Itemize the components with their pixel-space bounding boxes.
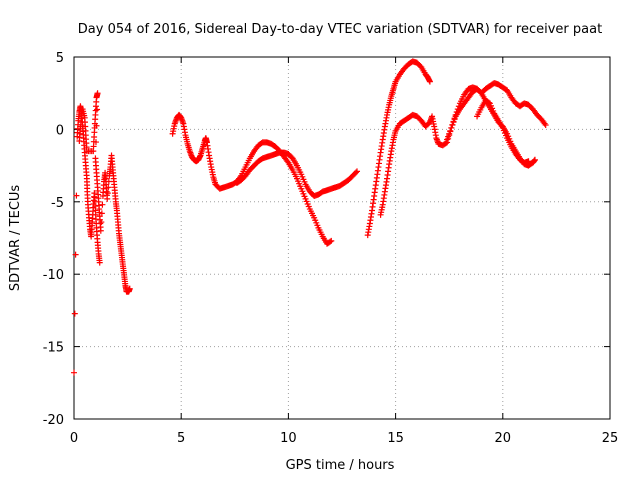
- y-tick-label: -15: [43, 341, 64, 356]
- data-point-interp: [73, 192, 80, 199]
- data-point: [542, 122, 549, 129]
- data-point: [525, 158, 532, 165]
- x-tick-label: 20: [495, 431, 512, 446]
- series-track-13.7-16.6h: [364, 58, 433, 239]
- data-point-interp: [446, 130, 453, 137]
- grid: [74, 57, 610, 419]
- data-point-interp: [449, 121, 456, 128]
- data-points: [71, 58, 549, 376]
- data-point: [452, 111, 459, 118]
- data-point: [71, 369, 77, 376]
- data-point: [126, 285, 133, 292]
- data-point: [96, 259, 103, 266]
- tick-labels: 0 5 10 15 20 25 -20 -15 -10 -5 0 5: [43, 51, 619, 446]
- data-point-interp: [98, 219, 105, 226]
- y-axis-label: SDTVAR / TECUs: [8, 185, 23, 292]
- series-tracks-0-3h: [71, 90, 133, 376]
- data-point-interp: [352, 169, 359, 176]
- series-track-17.3-22h: [444, 80, 549, 143]
- series-track-4.5-12h: [169, 111, 335, 247]
- data-point: [328, 237, 335, 244]
- plot-frame: [73, 56, 611, 420]
- x-tick-label: 5: [177, 431, 185, 446]
- y-tick-label: -10: [43, 268, 64, 283]
- x-tick-label: 10: [280, 431, 297, 446]
- data-point: [531, 156, 538, 163]
- x-tick-label: 0: [70, 431, 78, 446]
- data-point-interp: [104, 190, 111, 197]
- data-point-interp: [98, 210, 105, 217]
- data-point-interp: [105, 178, 112, 185]
- x-axis-label: GPS time / hours: [286, 458, 395, 473]
- data-point: [426, 78, 433, 85]
- x-tick-label: 25: [602, 431, 619, 446]
- data-point-interp: [327, 238, 334, 245]
- y-tick-label: 0: [56, 123, 64, 138]
- y-tick-label: -20: [43, 413, 64, 428]
- data-point: [354, 168, 361, 175]
- data-point-interp: [92, 139, 99, 146]
- data-point: [444, 136, 451, 143]
- data-point: [104, 195, 111, 202]
- data-point: [448, 124, 455, 131]
- x-tick-label: 15: [387, 431, 404, 446]
- data-point-interp: [485, 99, 492, 106]
- data-point-interp: [454, 106, 461, 113]
- data-point-interp: [71, 310, 78, 317]
- data-point-interp: [93, 122, 100, 129]
- y-tick-label: 5: [56, 51, 64, 66]
- y-tick-label: -5: [51, 196, 64, 211]
- data-point-interp: [105, 184, 112, 191]
- data-point-interp: [447, 127, 454, 134]
- data-point-interp: [451, 115, 458, 122]
- data-point-interp: [453, 109, 460, 116]
- data-point-interp: [455, 103, 462, 110]
- data-point-interp: [72, 251, 79, 258]
- data-point-interp: [450, 118, 457, 125]
- data-point-interp: [99, 201, 106, 208]
- data-point: [97, 227, 104, 234]
- data-point-interp: [94, 106, 101, 113]
- data-point: [94, 90, 101, 97]
- chart-title: Day 054 of 2016, Sidereal Day-to-day VTE…: [78, 22, 602, 37]
- series-track-7.5-13.2h: [233, 149, 361, 200]
- series-track-18.8-21.2h: [474, 97, 532, 166]
- data-point-interp: [442, 140, 449, 147]
- data-point-interp: [445, 133, 452, 140]
